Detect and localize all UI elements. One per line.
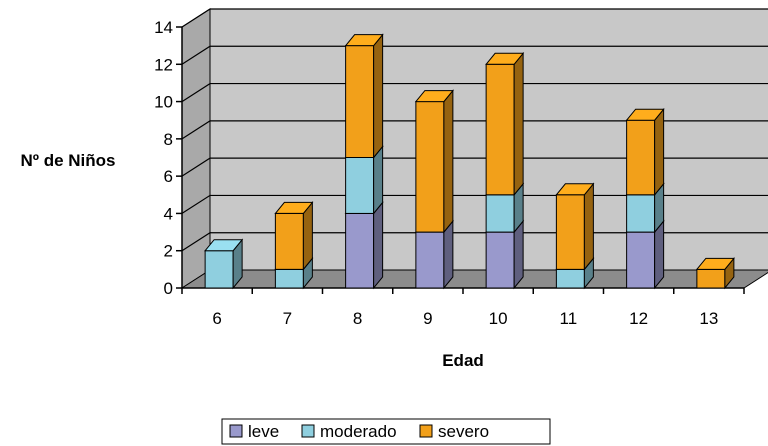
x-tick-12: 12 xyxy=(629,309,648,328)
x-tick-6: 6 xyxy=(212,309,221,328)
bar-top xyxy=(625,108,665,121)
bar-front xyxy=(204,250,234,289)
bars xyxy=(204,33,735,290)
bar-front xyxy=(345,45,375,158)
bar-top xyxy=(695,257,735,270)
bar-front xyxy=(485,63,515,196)
y-tick-14: 14 xyxy=(154,18,173,37)
bar-side xyxy=(513,51,524,197)
bar-severo-12 xyxy=(625,107,665,197)
bar-front xyxy=(415,101,445,233)
bar-front xyxy=(345,157,375,214)
legend-label-leve: leve xyxy=(248,422,279,441)
bar-front xyxy=(485,194,515,233)
bar-side xyxy=(373,33,384,159)
x-tick-13: 13 xyxy=(699,309,718,328)
bar-front xyxy=(274,212,304,270)
x-tick-10: 10 xyxy=(489,309,508,328)
bar-top xyxy=(555,183,595,196)
gridline-14 xyxy=(181,8,768,28)
bar-top xyxy=(204,239,244,252)
gridline-10 xyxy=(181,82,768,103)
bar-front xyxy=(274,268,304,289)
side-wall xyxy=(181,8,211,289)
bar-severo-10 xyxy=(485,51,525,197)
x-tick-11: 11 xyxy=(560,309,578,328)
bar-side xyxy=(583,182,594,271)
legend-swatch-moderado xyxy=(301,424,315,438)
bar-moderado-6 xyxy=(204,238,244,290)
bar-front xyxy=(626,119,656,196)
gridline-8 xyxy=(181,120,768,140)
y-tick-2: 2 xyxy=(164,242,173,261)
legend-swatch-leve xyxy=(229,424,243,438)
bar-front xyxy=(626,194,656,233)
y-tick-12: 12 xyxy=(154,55,173,74)
x-tick-7: 7 xyxy=(283,309,292,328)
y-tick-labels: 0 2 4 6 8 10 12 14 xyxy=(154,18,173,298)
bar-leve-8 xyxy=(344,201,384,290)
x-axis-title: Edad xyxy=(442,351,484,370)
bar-front xyxy=(555,268,585,289)
legend-label-moderado: moderado xyxy=(320,422,397,441)
bar-severo-11 xyxy=(555,182,595,271)
bar-side xyxy=(443,89,454,234)
y-tick-10: 10 xyxy=(154,93,173,112)
bar-top xyxy=(485,52,525,65)
bar-side xyxy=(373,201,384,290)
gridline-6 xyxy=(181,157,768,177)
legend-swatch-severo xyxy=(419,424,433,438)
bar-side xyxy=(654,107,665,197)
bar-severo-13 xyxy=(695,256,735,290)
chart-walls xyxy=(180,8,768,289)
bar-front xyxy=(345,212,375,289)
legend: leve moderado severo xyxy=(221,418,551,445)
y-tick-0: 0 xyxy=(164,279,173,298)
legend-frame xyxy=(221,418,551,445)
x-tick-9: 9 xyxy=(423,309,432,328)
legend-label-severo: severo xyxy=(438,422,489,441)
bar-severo-7 xyxy=(274,201,314,271)
x-tick-labels: 6 7 8 9 10 11 12 13 xyxy=(212,309,718,328)
bar-front xyxy=(415,231,445,289)
gridline-12 xyxy=(181,45,768,65)
bar-severo-9 xyxy=(414,89,454,234)
bar-front xyxy=(485,231,515,289)
bar-top xyxy=(414,90,454,103)
bar-front xyxy=(626,231,656,289)
y-tick-6: 6 xyxy=(164,167,173,186)
y-tick-8: 8 xyxy=(164,130,173,149)
bar-front xyxy=(555,194,585,270)
bar-severo-8 xyxy=(344,33,384,159)
bar-front xyxy=(696,268,726,289)
bar-top xyxy=(344,34,384,47)
bar-top xyxy=(274,201,314,214)
y-axis-title: Nº de Niños xyxy=(21,151,116,170)
x-tick-8: 8 xyxy=(353,309,362,328)
y-tick-4: 4 xyxy=(164,204,173,223)
floor xyxy=(180,269,768,289)
